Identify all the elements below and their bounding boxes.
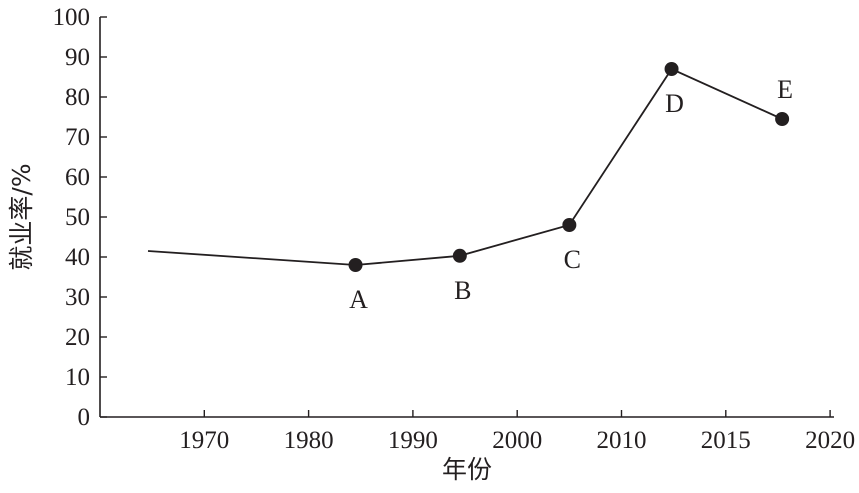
x-tick-label: 2010: [597, 427, 647, 454]
x-tick-label: 2000: [492, 427, 542, 454]
y-tick-label: 60: [65, 164, 90, 191]
x-tick-label: 2020: [805, 427, 855, 454]
y-tick-label: 0: [78, 404, 91, 431]
series: A B C D E: [147, 62, 793, 314]
y-tick-label: 30: [65, 284, 90, 311]
y-tick-label: 70: [65, 124, 90, 151]
x-tick-label: 1980: [284, 427, 334, 454]
point-label-e: E: [777, 75, 793, 104]
y-tick-label: 90: [65, 44, 90, 71]
y-tick-label: 80: [65, 84, 90, 111]
data-point-a: [348, 258, 363, 272]
point-label-d: D: [665, 89, 684, 118]
series-line: [147, 67, 783, 266]
point-label-b: B: [454, 276, 471, 305]
y-axis-title: 就业率/%: [7, 163, 36, 270]
data-point-e: [775, 112, 790, 126]
point-label-a: A: [349, 285, 368, 314]
y-ticks: 0 10 20 30 40 50 60 70 80 90 100: [53, 4, 107, 431]
x-tick-label: 1990: [388, 427, 438, 454]
y-tick-label: 40: [65, 244, 90, 271]
x-ticks: 1970 1980 1990 2000 2010 2015 2020: [179, 410, 855, 454]
y-tick-label: 100: [53, 4, 91, 31]
data-point-b: [452, 248, 467, 263]
data-point-d: [664, 62, 679, 76]
y-tick-label: 20: [65, 324, 90, 351]
data-point-c: [562, 218, 577, 232]
y-tick-label: 50: [65, 204, 90, 231]
x-tick-label: 1970: [179, 427, 229, 454]
y-tick-label: 10: [65, 364, 90, 391]
x-tick-label: 2015: [701, 427, 751, 454]
point-label-c: C: [564, 245, 581, 274]
axes: [99, 17, 834, 418]
x-axis-title: 年份: [442, 455, 492, 484]
